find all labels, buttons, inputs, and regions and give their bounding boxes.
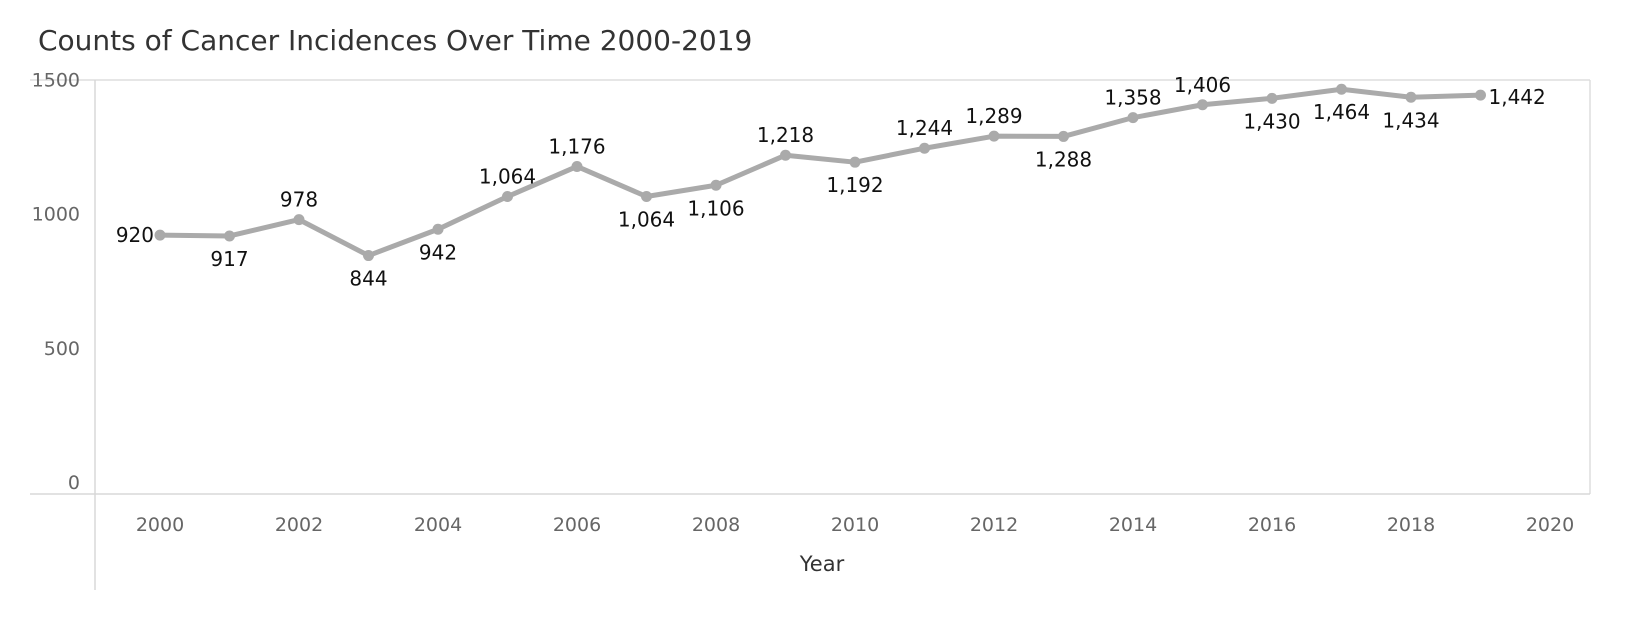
x-tick-label: 2014 [1109,514,1157,536]
x-tick-label: 2006 [553,514,601,536]
data-label: 978 [280,188,318,212]
y-tick-label: 1000 [32,204,80,226]
data-point [1197,99,1208,111]
data-point [1336,83,1347,95]
data-label: 1,192 [826,173,883,197]
data-point [849,156,861,168]
data-label: 1,288 [1035,147,1092,171]
data-point [154,229,166,241]
x-tick-label: 2012 [970,514,1018,536]
plot-frame [30,79,1591,590]
data-label: 1,218 [757,123,814,147]
y-tick-label: 500 [44,338,80,360]
data-label: 942 [419,240,457,264]
data-label: 1,289 [965,104,1022,128]
x-axis: 2000 2002 2004 2006 2008 2010 2012 2014 2016 2018… [136,514,1574,536]
x-tick-label: 2002 [275,514,323,536]
x-tick-label: 2004 [414,514,462,536]
x-tick-label: 2020 [1526,514,1574,536]
data-label: 844 [349,267,387,291]
data-point [1266,92,1278,104]
data-point [919,142,930,154]
data-label: 1,434 [1382,108,1439,132]
x-tick-label: 2016 [1248,514,1296,536]
x-tick-label: 2018 [1387,514,1435,536]
data-point [293,214,305,226]
x-axis-title: Year [799,552,845,576]
data-label: 917 [210,247,248,271]
data-point [1058,130,1069,142]
data-labels: 920 917 978 844 942 1,064 1,176 1,064 1,106 1,218… [116,73,1546,291]
data-label: 1,106 [687,196,744,220]
data-point [432,223,444,235]
series-line [157,86,1483,259]
data-point [224,230,235,242]
data-label: 1,464 [1313,100,1370,124]
data-label: 1,406 [1174,73,1231,97]
data-label: 1,442 [1489,85,1546,109]
data-label: 1,064 [479,165,536,189]
data-point [641,191,652,203]
series-layer [154,83,1486,262]
x-tick-label: 2010 [831,514,879,536]
data-point [988,130,1000,142]
data-label: 1,358 [1104,86,1161,110]
data-point [502,191,513,203]
data-point [571,160,583,172]
chart-title: Counts of Cancer Incidences Over Time 20… [38,24,753,57]
x-tick-label: 2008 [692,514,740,536]
data-label: 1,244 [896,116,953,140]
data-label: 1,176 [548,134,605,158]
data-label: 920 [116,223,154,247]
data-point [1127,112,1139,124]
y-tick-label: 0 [68,472,80,494]
y-tick-label: 1500 [32,70,80,92]
x-tick-label: 2000 [136,514,184,536]
data-point [710,179,722,191]
data-point [1405,91,1417,103]
data-point [780,149,791,161]
data-label: 1,430 [1243,109,1300,133]
data-point [363,250,374,262]
data-point [1475,89,1486,101]
data-label: 1,064 [618,208,675,232]
y-axis: 0 500 1000 1500 [32,70,80,494]
